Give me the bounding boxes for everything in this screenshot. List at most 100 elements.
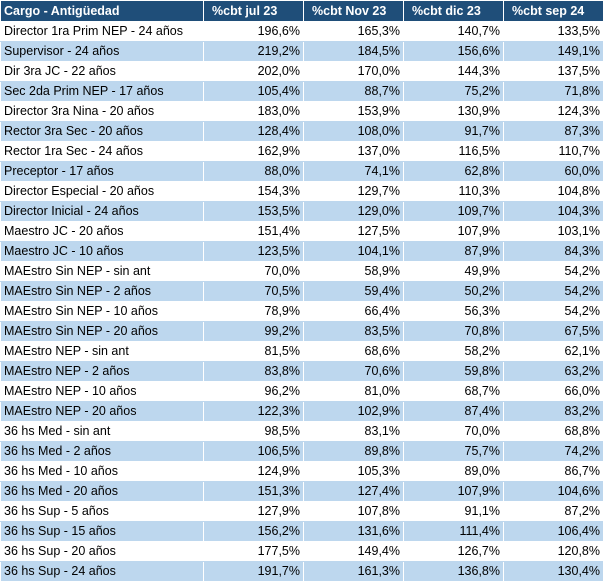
cell-cargo[interactable]: Maestro JC - 20 años: [0, 221, 204, 242]
cell-cbt-jul-23[interactable]: 105,4%: [203, 81, 304, 102]
cell-cbt-jul-23[interactable]: 127,9%: [203, 501, 304, 522]
cell-cbt-nov-23[interactable]: 102,9%: [303, 401, 404, 422]
cell-cbt-jul-23[interactable]: 162,9%: [203, 141, 304, 162]
cell-cbt-jul-23[interactable]: 128,4%: [203, 121, 304, 142]
cell-cbt-jul-23[interactable]: 151,3%: [203, 481, 304, 502]
cell-cbt-sep-24[interactable]: 87,3%: [503, 121, 603, 142]
cell-cbt-nov-23[interactable]: 70,6%: [303, 361, 404, 382]
cell-cbt-nov-23[interactable]: 59,4%: [303, 281, 404, 302]
cell-cbt-dic-23[interactable]: 87,4%: [403, 401, 504, 422]
cell-cbt-jul-23[interactable]: 151,4%: [203, 221, 304, 242]
cell-cbt-nov-23[interactable]: 127,4%: [303, 481, 404, 502]
cell-cbt-nov-23[interactable]: 170,0%: [303, 61, 404, 82]
cell-cbt-sep-24[interactable]: 60,0%: [503, 161, 603, 182]
cell-cbt-nov-23[interactable]: 88,7%: [303, 81, 404, 102]
cell-cbt-sep-24[interactable]: 84,3%: [503, 241, 603, 262]
cell-cargo[interactable]: MAEstro NEP - 2 años: [0, 361, 204, 382]
cell-cbt-sep-24[interactable]: 86,7%: [503, 461, 603, 482]
cell-cbt-nov-23[interactable]: 66,4%: [303, 301, 404, 322]
cell-cbt-jul-23[interactable]: 122,3%: [203, 401, 304, 422]
cell-cbt-dic-23[interactable]: 75,2%: [403, 81, 504, 102]
cell-cargo[interactable]: MAEstro NEP - 10 años: [0, 381, 204, 402]
cell-cargo[interactable]: 36 hs Sup - 15 años: [0, 521, 204, 542]
cell-cbt-sep-24[interactable]: 149,1%: [503, 41, 603, 62]
cell-cbt-jul-23[interactable]: 78,9%: [203, 301, 304, 322]
cell-cargo[interactable]: Sec 2da Prim NEP - 17 años: [0, 81, 204, 102]
cell-cbt-nov-23[interactable]: 184,5%: [303, 41, 404, 62]
cell-cbt-sep-24[interactable]: 124,3%: [503, 101, 603, 122]
cell-cargo[interactable]: Director 3ra Nina - 20 años: [0, 101, 204, 122]
cell-cbt-dic-23[interactable]: 91,7%: [403, 121, 504, 142]
cell-cbt-jul-23[interactable]: 99,2%: [203, 321, 304, 342]
cell-cbt-sep-24[interactable]: 62,1%: [503, 341, 603, 362]
cell-cbt-dic-23[interactable]: 62,8%: [403, 161, 504, 182]
cell-cbt-dic-23[interactable]: 140,7%: [403, 21, 504, 42]
cell-cbt-sep-24[interactable]: 120,8%: [503, 541, 603, 562]
cell-cbt-dic-23[interactable]: 109,7%: [403, 201, 504, 222]
cell-cbt-dic-23[interactable]: 107,9%: [403, 221, 504, 242]
cell-cargo[interactable]: 36 hs Med - 2 años: [0, 441, 204, 462]
cell-cbt-dic-23[interactable]: 70,8%: [403, 321, 504, 342]
cell-cargo[interactable]: 36 hs Sup - 20 años: [0, 541, 204, 562]
cell-cbt-sep-24[interactable]: 103,1%: [503, 221, 603, 242]
cell-cbt-nov-23[interactable]: 131,6%: [303, 521, 404, 542]
cell-cargo[interactable]: 36 hs Med - sin ant: [0, 421, 204, 442]
cell-cbt-jul-23[interactable]: 153,5%: [203, 201, 304, 222]
cell-cbt-sep-24[interactable]: 54,2%: [503, 301, 603, 322]
cell-cbt-nov-23[interactable]: 107,8%: [303, 501, 404, 522]
cell-cbt-jul-23[interactable]: 98,5%: [203, 421, 304, 442]
cell-cbt-dic-23[interactable]: 144,3%: [403, 61, 504, 82]
cell-cbt-jul-23[interactable]: 219,2%: [203, 41, 304, 62]
cell-cbt-dic-23[interactable]: 56,3%: [403, 301, 504, 322]
cell-cbt-nov-23[interactable]: 108,0%: [303, 121, 404, 142]
cell-cbt-jul-23[interactable]: 88,0%: [203, 161, 304, 182]
cell-cargo[interactable]: MAEstro NEP - 20 años: [0, 401, 204, 422]
cell-cbt-sep-24[interactable]: 68,8%: [503, 421, 603, 442]
cell-cbt-jul-23[interactable]: 124,9%: [203, 461, 304, 482]
cell-cbt-dic-23[interactable]: 107,9%: [403, 481, 504, 502]
cell-cbt-dic-23[interactable]: 91,1%: [403, 501, 504, 522]
cell-cbt-sep-24[interactable]: 54,2%: [503, 261, 603, 282]
cell-cargo[interactable]: MAEstro Sin NEP - 10 años: [0, 301, 204, 322]
cell-cbt-jul-23[interactable]: 106,5%: [203, 441, 304, 462]
cell-cargo[interactable]: Preceptor - 17 años: [0, 161, 204, 182]
cell-cbt-jul-23[interactable]: 70,5%: [203, 281, 304, 302]
cell-cbt-nov-23[interactable]: 83,5%: [303, 321, 404, 342]
cell-cargo[interactable]: 36 hs Sup - 5 años: [0, 501, 204, 522]
cell-cbt-nov-23[interactable]: 89,8%: [303, 441, 404, 462]
cell-cbt-dic-23[interactable]: 126,7%: [403, 541, 504, 562]
cell-cargo[interactable]: MAEstro NEP - sin ant: [0, 341, 204, 362]
cell-cbt-nov-23[interactable]: 137,0%: [303, 141, 404, 162]
cell-cbt-jul-23[interactable]: 83,8%: [203, 361, 304, 382]
cell-cbt-jul-23[interactable]: 154,3%: [203, 181, 304, 202]
cell-cbt-dic-23[interactable]: 49,9%: [403, 261, 504, 282]
cell-cbt-dic-23[interactable]: 58,2%: [403, 341, 504, 362]
cell-cargo[interactable]: MAEstro Sin NEP - 2 años: [0, 281, 204, 302]
cell-cbt-sep-24[interactable]: 74,2%: [503, 441, 603, 462]
cell-cbt-dic-23[interactable]: 68,7%: [403, 381, 504, 402]
cell-cbt-dic-23[interactable]: 70,0%: [403, 421, 504, 442]
cell-cargo[interactable]: Director 1ra Prim NEP - 24 años: [0, 21, 204, 42]
header-cargo[interactable]: Cargo - Antigüedad: [0, 0, 204, 22]
cell-cargo[interactable]: Dir 3ra JC - 22 años: [0, 61, 204, 82]
cell-cbt-nov-23[interactable]: 165,3%: [303, 21, 404, 42]
cell-cargo[interactable]: Supervisor - 24 años: [0, 41, 204, 62]
cell-cbt-dic-23[interactable]: 87,9%: [403, 241, 504, 262]
cell-cbt-jul-23[interactable]: 81,5%: [203, 341, 304, 362]
cell-cbt-nov-23[interactable]: 81,0%: [303, 381, 404, 402]
cell-cbt-sep-24[interactable]: 63,2%: [503, 361, 603, 382]
cell-cargo[interactable]: 36 hs Med - 10 años: [0, 461, 204, 482]
cell-cbt-nov-23[interactable]: 153,9%: [303, 101, 404, 122]
cell-cbt-sep-24[interactable]: 110,7%: [503, 141, 603, 162]
cell-cbt-dic-23[interactable]: 50,2%: [403, 281, 504, 302]
cell-cbt-sep-24[interactable]: 104,8%: [503, 181, 603, 202]
cell-cbt-dic-23[interactable]: 111,4%: [403, 521, 504, 542]
header-cbt-nov-23[interactable]: %cbt Nov 23: [303, 0, 404, 22]
cell-cbt-jul-23[interactable]: 202,0%: [203, 61, 304, 82]
cell-cargo[interactable]: Rector 1ra Sec - 24 años: [0, 141, 204, 162]
cell-cbt-nov-23[interactable]: 105,3%: [303, 461, 404, 482]
cell-cbt-nov-23[interactable]: 127,5%: [303, 221, 404, 242]
cell-cbt-nov-23[interactable]: 104,1%: [303, 241, 404, 262]
cell-cbt-sep-24[interactable]: 137,5%: [503, 61, 603, 82]
cell-cbt-dic-23[interactable]: 89,0%: [403, 461, 504, 482]
